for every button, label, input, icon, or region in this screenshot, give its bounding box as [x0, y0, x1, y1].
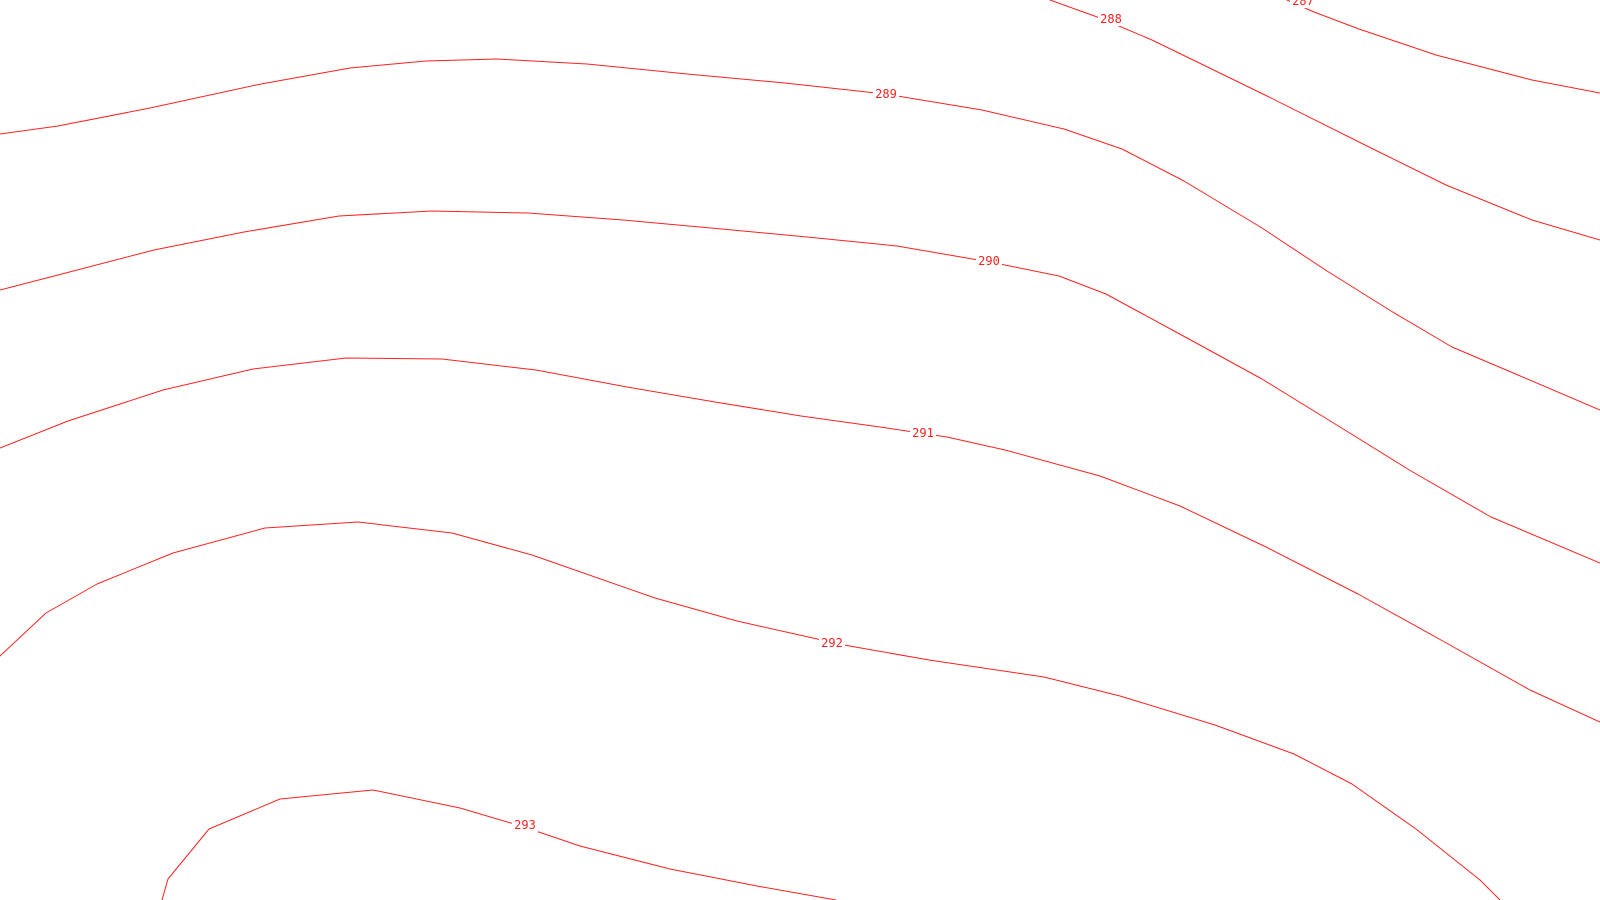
contour-label-290: 290	[978, 254, 1000, 268]
contour-label-bg-291	[910, 426, 936, 440]
contour-line-290	[0, 210, 1600, 564]
contour-290: 290	[0, 210, 1600, 564]
contour-line-291	[0, 357, 1600, 723]
contour-label-289: 289	[875, 87, 897, 101]
contour-label-288: 288	[1100, 12, 1122, 26]
contour-287: 287	[1286, 0, 1600, 94]
contour-line-288	[1049, 0, 1600, 241]
contour-label-bg-288	[1098, 12, 1124, 26]
contour-label-bg-287	[1290, 0, 1316, 8]
contour-line-293	[161, 789, 837, 900]
contour-293: 293	[161, 789, 837, 900]
contour-292: 292	[0, 521, 1501, 900]
contour-288: 288	[1049, 0, 1600, 241]
contour-line-292	[0, 521, 1501, 900]
contour-label-287: 287	[1292, 0, 1314, 8]
contour-line-287	[1286, 0, 1600, 94]
contour-label-291: 291	[912, 426, 934, 440]
contour-label-292: 292	[821, 636, 843, 650]
contour-line-289	[0, 58, 1600, 411]
contour-label-bg-293	[512, 818, 538, 832]
contour-291: 291	[0, 357, 1600, 723]
contour-label-bg-292	[819, 636, 845, 650]
contour-label-bg-289	[873, 87, 899, 101]
contour-label-bg-290	[976, 254, 1002, 268]
contour-label-293: 293	[514, 818, 536, 832]
contour-289: 289	[0, 58, 1600, 411]
